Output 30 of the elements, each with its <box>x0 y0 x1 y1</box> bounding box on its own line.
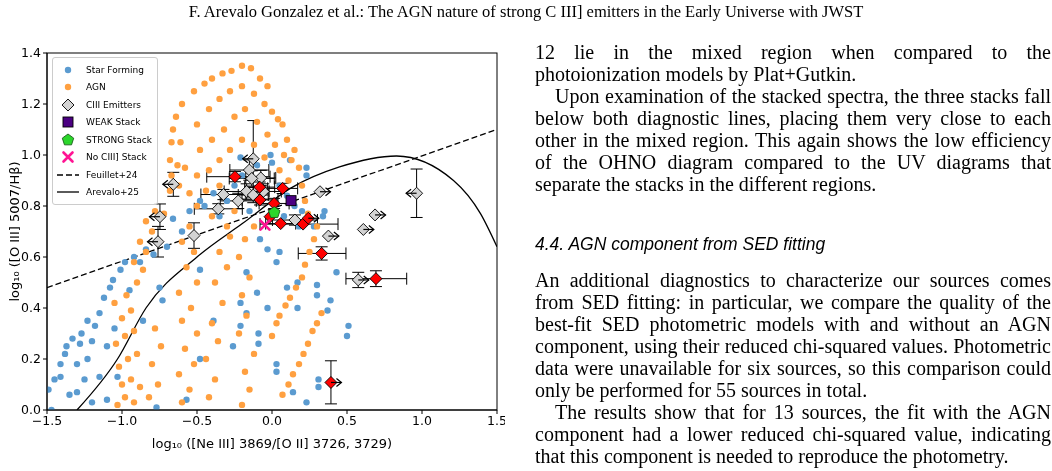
x-tick-label: 0.0 <box>262 412 282 428</box>
y-tick-label: 0.6 <box>21 249 42 265</box>
legend-label: Feuillet+24 <box>86 169 138 180</box>
legend-label: WEAK Stack <box>86 117 141 128</box>
legend-label: Arevalo+25 <box>86 187 140 198</box>
text: An additional diagnostics to characterize our sources comes from SED fitting: in particular, we compare the quality of the best-fit SED photometric models with and without an AGN component, using their reduced chi-squared values. Photometric data were unavailable for six sources, so this comparison could only be performed for 55 sources in total. <box>535 269 1051 401</box>
text: Upon examination of the stacked spectra, the three stacks fall below both diagnostic lines, placing them very close to each other in the mixed region. This again shows the low efficiency of the OHNO diagram compared to the UV diagrams that separate the stacks in the different regions. <box>535 85 1051 195</box>
legend-label: No CIII] Stack <box>86 152 147 163</box>
text: 12 lie in the mixed region when compared to the photoionization models by Plat+Gutkin. <box>535 41 1051 85</box>
y-axis-title: log₁₀ ([O III] 5007/Hβ) <box>6 161 22 302</box>
y-tick-label: 1.2 <box>21 96 41 112</box>
y-tick-label: 0.4 <box>21 300 42 316</box>
y-tick-label: 1.0 <box>21 147 42 163</box>
x-tick-label: −1.0 <box>106 412 138 428</box>
legend-label: STRONG Stack <box>86 134 153 145</box>
y-tick-label: 0.2 <box>21 351 41 367</box>
y-tick-label: 0.8 <box>21 198 42 214</box>
text: 4.4. AGN component from SED fitting <box>535 234 827 255</box>
x-tick-label: 0.5 <box>337 412 357 428</box>
legend-label: CIII Emitters <box>86 99 142 110</box>
x-tick-label: 1.0 <box>412 412 432 428</box>
legend-label: Star Forming <box>86 64 144 75</box>
x-tick-label: −0.5 <box>181 412 213 428</box>
text: The results show that for 13 sources, the fit with the AGN component had a lower reduced chi-squared value, indicating that this component is needed to reproduce the photometry. <box>535 401 1051 467</box>
y-tick-label: 0.0 <box>21 402 42 418</box>
chart-title: F. Arevalo Gonzalez et al.: The AGN nature of strong C III] emitters in the Early Universe with JWST <box>187 2 865 22</box>
x-tick-label: 1.5 <box>487 412 507 428</box>
x-axis-title: log₁₀ ([Ne III] 3869/[O II] 3726, 3729) <box>151 436 393 451</box>
legend-label: AGN <box>86 82 106 93</box>
y-tick-label: 1.4 <box>21 45 42 61</box>
